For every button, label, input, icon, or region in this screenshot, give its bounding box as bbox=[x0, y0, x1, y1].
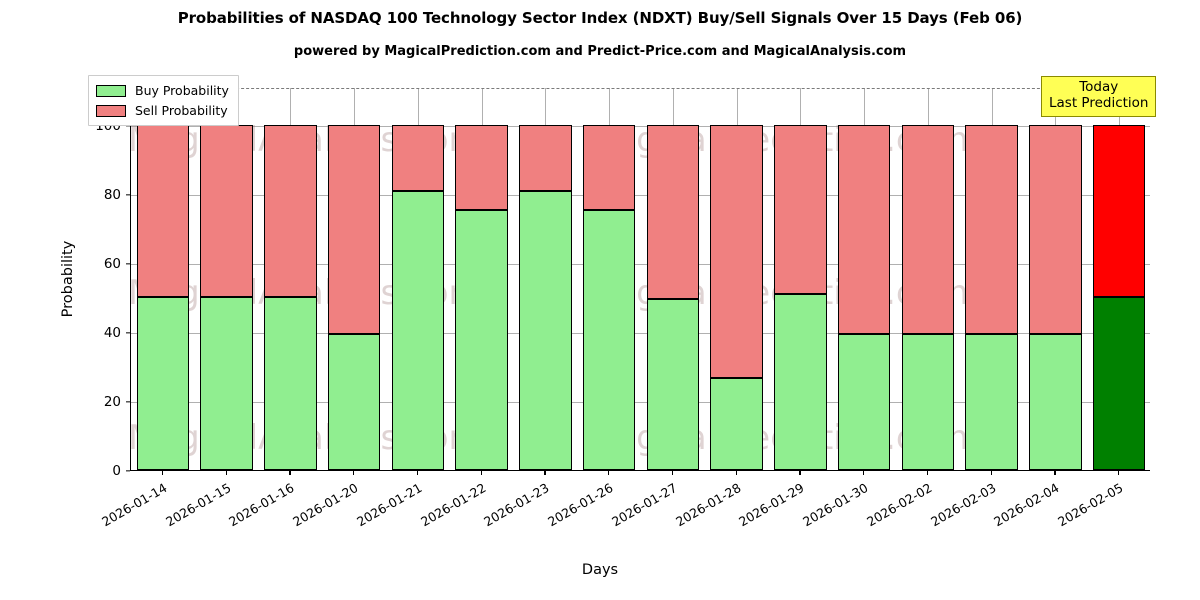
bar-stack[interactable] bbox=[582, 124, 636, 470]
bar-stack[interactable] bbox=[837, 124, 891, 470]
bar-segment-buy[interactable] bbox=[646, 299, 699, 470]
bar-stack[interactable] bbox=[455, 124, 508, 470]
bar-segment-buy[interactable] bbox=[391, 191, 444, 470]
bar-stack[interactable] bbox=[965, 124, 1018, 470]
x-axis-tick-mark bbox=[161, 471, 164, 475]
chart-legend: Buy Probability Sell Probability bbox=[88, 75, 239, 126]
x-axis-tick-mark bbox=[353, 471, 355, 475]
bar-segment-sell[interactable] bbox=[519, 124, 572, 192]
bar-stack[interactable] bbox=[1029, 124, 1082, 470]
x-axis-tick-mark bbox=[289, 471, 291, 475]
bar-stack[interactable] bbox=[327, 124, 381, 470]
bar-segment-buy[interactable] bbox=[1092, 297, 1146, 470]
bar-segment-sell[interactable] bbox=[455, 124, 508, 210]
bar-segment-sell[interactable] bbox=[136, 124, 189, 298]
bar-segment-sell[interactable] bbox=[1029, 124, 1082, 334]
plot-area: MagicalAnalysis.comMagicalPrediction.com… bbox=[130, 88, 1150, 471]
plot-inner: MagicalAnalysis.comMagicalPrediction.com… bbox=[131, 88, 1150, 470]
x-axis-label: Days bbox=[581, 562, 619, 578]
bar-stack[interactable] bbox=[264, 124, 317, 470]
legend-swatch-buy-icon bbox=[96, 84, 126, 97]
bar-segment-sell[interactable] bbox=[264, 124, 317, 298]
bar-segment-sell[interactable] bbox=[837, 124, 891, 334]
today-annotation-line2: Last Prediction bbox=[1049, 94, 1149, 111]
x-axis-tick-mark bbox=[608, 471, 610, 475]
gridline-horizontal bbox=[131, 194, 1150, 196]
chart-subtitle: powered by MagicalPrediction.com and Pre… bbox=[293, 44, 907, 59]
y-axis-tick-label: 20 bbox=[103, 393, 121, 410]
legend-item-sell[interactable]: Sell Probability bbox=[96, 102, 229, 119]
bar-stack[interactable] bbox=[136, 124, 189, 470]
y-axis-tick-mark bbox=[126, 401, 130, 403]
bar-stack[interactable] bbox=[774, 124, 827, 470]
bar-segment-sell[interactable] bbox=[901, 124, 954, 334]
bar-stack[interactable] bbox=[710, 124, 763, 470]
x-axis-tick-mark bbox=[799, 471, 801, 475]
bar-stack[interactable] bbox=[519, 124, 572, 470]
x-axis-tick-mark bbox=[544, 471, 546, 475]
x-axis-tick-mark bbox=[416, 471, 419, 475]
bar-segment-sell[interactable] bbox=[200, 124, 253, 298]
bar-segment-sell[interactable] bbox=[582, 124, 636, 210]
bar-segment-sell[interactable] bbox=[1092, 124, 1146, 298]
bar-segment-sell[interactable] bbox=[327, 124, 381, 334]
legend-label-sell: Sell Probability bbox=[135, 103, 228, 118]
bar-segment-buy[interactable] bbox=[200, 297, 253, 470]
bar-segment-sell[interactable] bbox=[710, 124, 763, 379]
bar-stack[interactable] bbox=[1092, 124, 1146, 470]
y-axis-label: Probability bbox=[60, 240, 76, 318]
y-axis-tick-label: 80 bbox=[103, 186, 121, 203]
bar-segment-buy[interactable] bbox=[837, 333, 891, 470]
bar-segment-buy[interactable] bbox=[519, 191, 572, 470]
x-axis-tick-mark bbox=[1118, 471, 1120, 475]
bar-stack[interactable] bbox=[901, 124, 954, 470]
x-axis-tick-mark bbox=[225, 471, 227, 475]
bar-segment-sell[interactable] bbox=[391, 124, 444, 192]
bar-segment-buy[interactable] bbox=[327, 333, 381, 470]
bar-stack[interactable] bbox=[391, 124, 444, 470]
x-axis-tick-mark bbox=[735, 471, 737, 475]
bar-segment-buy[interactable] bbox=[901, 333, 954, 470]
bar-segment-sell[interactable] bbox=[965, 124, 1018, 334]
reference-line bbox=[131, 88, 1150, 89]
chart-title: Probabilities of NASDAQ 100 Technology S… bbox=[177, 9, 1023, 27]
y-axis-tick-label: 0 bbox=[112, 463, 121, 479]
gridline-horizontal bbox=[131, 263, 1150, 265]
x-axis-tick-mark bbox=[990, 471, 992, 475]
bar-stack[interactable] bbox=[646, 124, 699, 470]
x-axis-tick-mark bbox=[863, 471, 865, 475]
gridline-horizontal bbox=[131, 401, 1150, 403]
legend-label-buy: Buy Probability bbox=[135, 83, 229, 98]
bar-segment-buy[interactable] bbox=[455, 209, 508, 470]
today-annotation-line1: Today bbox=[1079, 79, 1119, 95]
bar-segment-sell[interactable] bbox=[774, 124, 827, 295]
gridline-horizontal bbox=[131, 125, 1150, 127]
bar-segment-buy[interactable] bbox=[264, 297, 317, 470]
bar-segment-buy[interactable] bbox=[774, 294, 827, 470]
bar-stack[interactable] bbox=[200, 124, 253, 470]
y-axis-tick-label: 40 bbox=[103, 324, 121, 341]
x-axis-tick-mark bbox=[671, 471, 674, 475]
y-axis-tick-mark bbox=[126, 194, 130, 196]
legend-item-buy[interactable]: Buy Probability bbox=[96, 82, 229, 99]
y-axis-tick-mark bbox=[126, 263, 130, 265]
bar-segment-buy[interactable] bbox=[710, 378, 763, 470]
x-axis-tick-mark bbox=[480, 471, 482, 475]
bar-segment-buy[interactable] bbox=[582, 209, 636, 470]
x-axis-tick-mark bbox=[926, 471, 929, 475]
y-axis-tick-mark bbox=[126, 332, 130, 334]
bar-segment-sell[interactable] bbox=[646, 124, 699, 300]
x-axis-tick-mark bbox=[1054, 471, 1056, 475]
today-annotation: Today Last Prediction bbox=[1041, 76, 1157, 117]
gridline-horizontal bbox=[131, 332, 1150, 334]
y-axis-tick-mark bbox=[126, 470, 130, 472]
legend-swatch-sell-icon bbox=[96, 104, 126, 117]
bar-segment-buy[interactable] bbox=[136, 297, 189, 470]
y-axis-tick-label: 60 bbox=[103, 255, 121, 272]
bar-segment-buy[interactable] bbox=[1029, 333, 1082, 470]
bar-segment-buy[interactable] bbox=[965, 333, 1018, 470]
